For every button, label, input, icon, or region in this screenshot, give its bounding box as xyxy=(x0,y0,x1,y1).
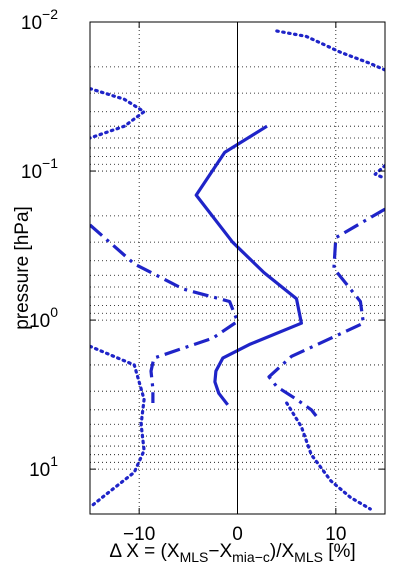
x-tick-label-1: 0 xyxy=(232,524,243,545)
x-axis-label-sub1: MLS xyxy=(180,549,209,565)
x-axis-label-prefix: Δ X = (X xyxy=(109,541,180,562)
series-line-3 xyxy=(90,89,144,138)
series-line-7 xyxy=(287,403,371,509)
x-tick-labels: −10 0 10 xyxy=(123,22,346,545)
series-line-5 xyxy=(277,31,385,70)
series-line-4 xyxy=(90,346,144,507)
y-tick-label-0: 10−2 xyxy=(21,6,58,34)
y-axis-label: pressure [hPa] xyxy=(12,206,33,330)
y-tick-label-2: 100 xyxy=(29,304,58,332)
series-line-2 xyxy=(269,209,385,416)
y-tick-label-1: 10−1 xyxy=(21,155,58,183)
x-axis-label-suffix: [%] xyxy=(323,541,356,562)
x-axis-label-mid2: )/X xyxy=(270,541,295,562)
y-tick-label-3: 101 xyxy=(29,453,58,481)
x-axis-label-sub3: MLS xyxy=(294,549,323,565)
series-line-6 xyxy=(375,166,385,179)
x-axis-label-sub2: mia−c xyxy=(232,549,270,565)
x-axis-label-mid: −X xyxy=(208,541,232,562)
